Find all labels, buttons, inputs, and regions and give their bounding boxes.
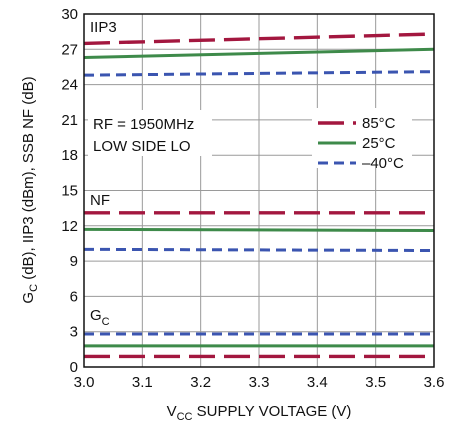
- grid: [83, 13, 435, 368]
- gc-annotation: GC: [90, 307, 110, 328]
- series-line-iip3-minus40c: [83, 70, 435, 77]
- x-tick-label: 3.0: [74, 374, 95, 391]
- series-line-iip3-85c: [83, 32, 435, 46]
- nf-annotation: NF: [90, 192, 110, 209]
- y-axis-label-rest: (dB), IIP3 (dBm), SSB NF (dB): [20, 76, 37, 284]
- y-tick-label: 9: [70, 253, 78, 270]
- y-tick-label: 6: [70, 288, 78, 305]
- series-line-iip3-25c: [83, 47, 435, 60]
- x-axis-label: VCC SUPPLY VOLTAGE (V): [167, 403, 352, 423]
- legend: 85°C 25°C –40°C: [312, 108, 412, 172]
- legend-label-minus40c: –40°C: [362, 155, 404, 172]
- x-axis-label-main: V: [167, 403, 177, 420]
- condition-line-2: LOW SIDE LO: [93, 138, 191, 155]
- y-tick-label: 0: [70, 359, 78, 376]
- y-tick-label: 3: [70, 324, 78, 341]
- plot-frame: [83, 13, 435, 368]
- legend-box: [312, 108, 412, 168]
- y-axis-label-sub: C: [28, 284, 40, 292]
- gc-annotation-main: G: [90, 307, 102, 324]
- series-line-nf-minus40c: [83, 247, 435, 253]
- legend-label-25c: 25°C: [362, 135, 396, 152]
- x-axis-label-rest: SUPPLY VOLTAGE (V): [192, 403, 351, 420]
- x-tick-label: 3.1: [132, 374, 153, 391]
- y-tick-label: 30: [61, 6, 78, 23]
- legend-label-85c: 85°C: [362, 115, 396, 132]
- y-tick-label: 15: [61, 183, 78, 200]
- y-tick-label: 12: [61, 218, 78, 235]
- y-tick-label: 21: [61, 112, 78, 129]
- y-tick-label: 27: [61, 41, 78, 58]
- gc-annotation-sub: C: [102, 316, 110, 328]
- x-tick-label: 3.6: [424, 374, 445, 391]
- y-tick-label: 18: [61, 147, 78, 164]
- x-tick-label: 3.5: [365, 374, 386, 391]
- condition-box: [88, 110, 212, 156]
- tick-labels: 3.0 3.1 3.2 3.3 3.4 3.5 3.6 0 3 6 9 12 15 18 21 24 27 30: [61, 6, 444, 391]
- series-line-nf-25c: [83, 227, 435, 233]
- y-axis-label-main: G: [20, 292, 37, 304]
- y-tick-label: 24: [61, 77, 78, 94]
- x-tick-label: 3.3: [249, 374, 270, 391]
- iip3-annotation: IIP3: [90, 19, 117, 36]
- y-axis-label: GC (dB), IIP3 (dBm), SSB NF (dB): [20, 76, 40, 303]
- plot-series: [83, 32, 435, 359]
- x-tick-label: 3.4: [307, 374, 328, 391]
- condition-line-1: RF = 1950MHz: [93, 116, 194, 133]
- x-tick-label: 3.2: [190, 374, 211, 391]
- x-axis-label-sub: CC: [177, 411, 193, 423]
